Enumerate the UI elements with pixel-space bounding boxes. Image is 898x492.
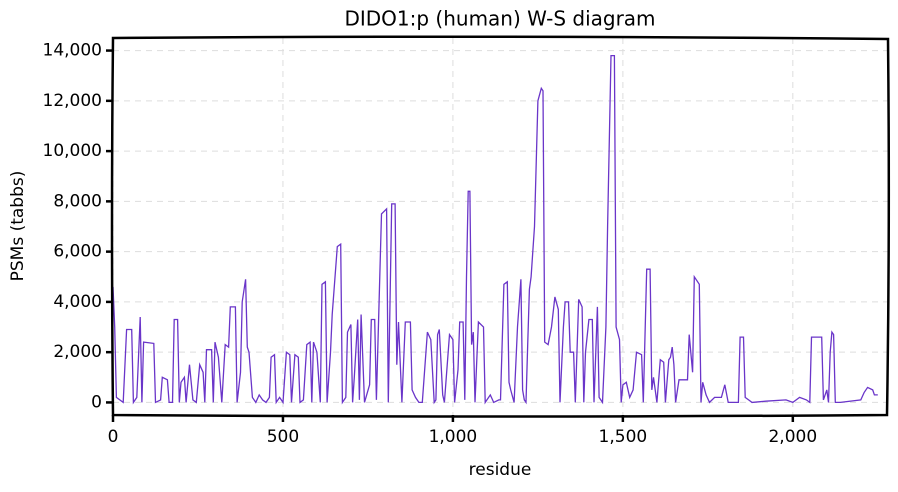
chart-title: DIDO1:p (human) W-S diagram — [344, 7, 655, 31]
x-tick-label: 2,000 — [768, 427, 817, 447]
y-tick-label: 8,000 — [53, 191, 102, 211]
y-tick-label: 10,000 — [43, 141, 102, 161]
y-tick-label: 4,000 — [53, 292, 102, 312]
y-tick-label: 2,000 — [53, 342, 102, 362]
y-tick-label: 6,000 — [53, 242, 102, 262]
y-tick-label: 0 — [91, 392, 102, 412]
y-axis-label: PSMs (tabbs) — [8, 171, 28, 282]
data-line — [112, 54, 878, 405]
y-tick-label: 12,000 — [43, 91, 102, 111]
y-tick-label: 14,000 — [43, 41, 102, 61]
x-tick-label: 500 — [267, 427, 299, 447]
x-tick-label: 1,500 — [599, 427, 648, 447]
x-tick-label: 1,000 — [429, 427, 478, 447]
x-axis-label: residue — [469, 460, 532, 480]
plot-frame — [110, 35, 891, 418]
x-tick-label: 0 — [108, 427, 119, 447]
